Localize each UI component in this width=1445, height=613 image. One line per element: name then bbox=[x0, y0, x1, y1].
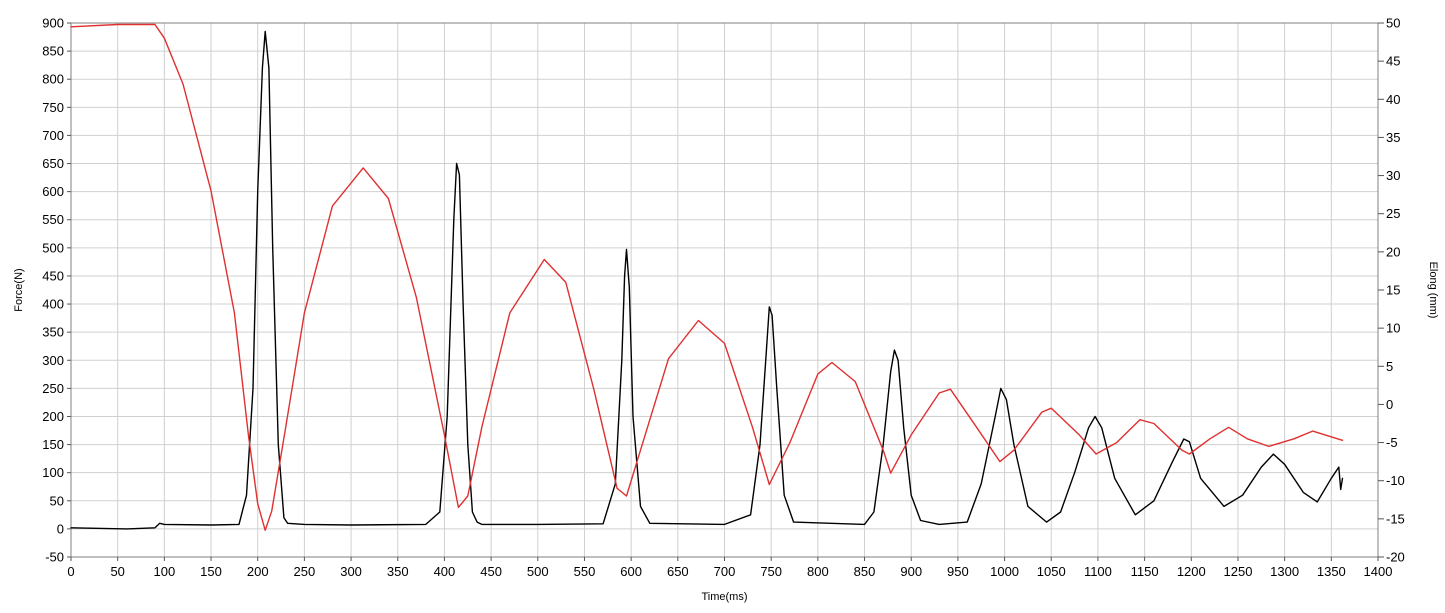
y-tick-label: 50 bbox=[50, 493, 64, 508]
y2-axis-title: Elong (mm) bbox=[1427, 262, 1439, 319]
y-tick-label: 900 bbox=[42, 16, 64, 31]
y-tick-label: 150 bbox=[42, 437, 64, 452]
x-tick-label: 1000 bbox=[990, 564, 1019, 579]
x-tick-label: 1100 bbox=[1084, 564, 1112, 579]
y-tick-label: 700 bbox=[42, 128, 64, 143]
y-tick-label: 500 bbox=[42, 240, 64, 255]
y-tick-label: 0 bbox=[57, 521, 64, 536]
x-tick-label: 450 bbox=[480, 564, 502, 579]
x-tick-label: 1200 bbox=[1177, 564, 1206, 579]
x-tick-label: 700 bbox=[714, 564, 736, 579]
y-tick-label: 800 bbox=[42, 72, 64, 87]
y-tick-label: 300 bbox=[42, 353, 64, 368]
elongation-series-line bbox=[70, 23, 1344, 531]
y2-tick-label: -20 bbox=[1386, 550, 1405, 565]
x-tick-label: 100 bbox=[154, 564, 176, 579]
x-axis-ticks: 0 50 100 150 200 250 300 350 400 450 500 550 600 650 7… bbox=[67, 557, 1392, 579]
x-tick-label: 750 bbox=[760, 564, 782, 579]
y2-tick-label: -5 bbox=[1386, 435, 1398, 450]
x-tick-label: 650 bbox=[667, 564, 689, 579]
x-tick-label: 1300 bbox=[1270, 564, 1299, 579]
y-axis-ticks: 9008508007507006506005505004504003503002… bbox=[42, 16, 71, 565]
y2-tick-label: 25 bbox=[1386, 206, 1400, 221]
y-tick-label: 250 bbox=[42, 381, 64, 396]
x-tick-label: 300 bbox=[340, 564, 362, 579]
x-tick-label: 900 bbox=[900, 564, 922, 579]
y-tick-label: 850 bbox=[42, 44, 64, 59]
y-tick-label: 650 bbox=[42, 156, 64, 171]
y2-tick-label: 40 bbox=[1386, 92, 1400, 107]
y2-tick-label: 5 bbox=[1386, 359, 1393, 374]
x-tick-label: 250 bbox=[294, 564, 316, 579]
force-series-line bbox=[70, 30, 1344, 530]
x-tick-label: 850 bbox=[854, 564, 876, 579]
x-tick-label: 500 bbox=[527, 564, 549, 579]
x-tick-label: 1350 bbox=[1317, 564, 1346, 579]
x-tick-label: 400 bbox=[434, 564, 456, 579]
x-tick-label: 1050 bbox=[1037, 564, 1066, 579]
y2-tick-label: 0 bbox=[1386, 397, 1393, 412]
y2-tick-label: 50 bbox=[1386, 16, 1400, 31]
grid-lines bbox=[70, 22, 1379, 558]
x-tick-label: 600 bbox=[620, 564, 642, 579]
x-tick-label: 1250 bbox=[1224, 564, 1253, 579]
x-axis-title: Time(ms) bbox=[701, 591, 747, 603]
x-tick-label: 200 bbox=[247, 564, 269, 579]
y2-tick-label: -10 bbox=[1386, 473, 1405, 488]
y-tick-label: 450 bbox=[42, 268, 64, 283]
x-tick-label: 950 bbox=[947, 564, 969, 579]
x-tick-label: 1400 bbox=[1364, 564, 1393, 579]
y-tick-label: 350 bbox=[42, 325, 64, 340]
x-tick-label: 550 bbox=[574, 564, 596, 579]
x-tick-label: 1150 bbox=[1131, 564, 1159, 579]
x-tick-label: 150 bbox=[200, 564, 222, 579]
y2-tick-label: 35 bbox=[1386, 130, 1400, 145]
x-tick-label: 0 bbox=[67, 564, 74, 579]
y-axis-title: Force(N) bbox=[13, 268, 25, 311]
y-tick-label: 200 bbox=[42, 409, 64, 424]
y2-tick-label: 10 bbox=[1386, 321, 1400, 336]
y-tick-label: 550 bbox=[42, 212, 64, 227]
y2-tick-label: 45 bbox=[1386, 54, 1400, 69]
y-tick-label: 400 bbox=[42, 297, 64, 312]
y-tick-label: 100 bbox=[42, 465, 64, 480]
x-tick-label: 50 bbox=[110, 564, 124, 579]
x-tick-label: 350 bbox=[387, 564, 409, 579]
series-layer bbox=[70, 23, 1344, 531]
y2-tick-label: 15 bbox=[1386, 283, 1400, 298]
y-tick-label: 600 bbox=[42, 184, 64, 199]
x-tick-label: 800 bbox=[807, 564, 829, 579]
y-tick-label: 750 bbox=[42, 100, 64, 115]
y2-tick-label: -15 bbox=[1386, 511, 1405, 526]
y2-tick-label: 20 bbox=[1386, 244, 1400, 259]
y-tick-label: -50 bbox=[45, 550, 64, 565]
y2-tick-label: 30 bbox=[1386, 168, 1400, 183]
